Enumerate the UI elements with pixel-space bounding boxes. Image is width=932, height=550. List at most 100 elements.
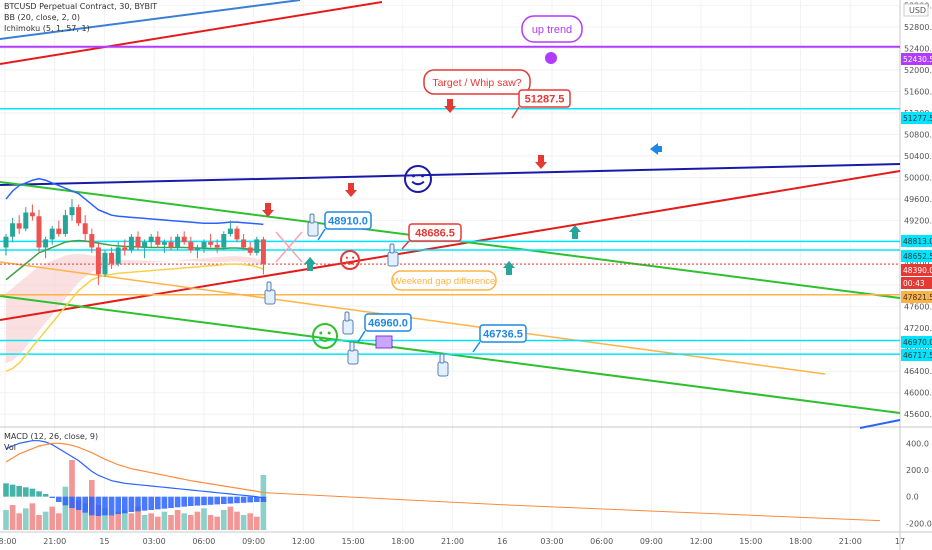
volume-bar <box>135 506 141 530</box>
macd-histogram-bar <box>161 496 168 509</box>
macd-histogram-bar <box>49 496 55 498</box>
bb-label: BB (20, close, 2, 0) <box>4 13 80 22</box>
candle-body <box>43 239 49 248</box>
callout-51287[interactable]: 51287.5 <box>511 89 571 119</box>
candle-body <box>29 212 35 217</box>
candle-body <box>135 236 141 248</box>
smiley-blue-icon-outline <box>404 165 432 193</box>
smiley-green-icon-outline <box>312 323 338 349</box>
ichimoku-legend[interactable]: Ichimoku (5, 1, 57, 1) <box>4 24 90 33</box>
callout-48910-tail <box>317 228 326 241</box>
smiley-red-icon-eye-right <box>352 256 355 259</box>
callout-48910[interactable]: 48910.0 <box>317 211 372 241</box>
price-badge <box>901 250 932 262</box>
x-tick-label: 18:00 <box>0 537 17 546</box>
x-tick-label: 16 <box>497 537 507 546</box>
callout-51287-box <box>518 89 571 108</box>
x-tick-label: 09:00 <box>640 537 663 546</box>
hand-pointer-icon <box>307 213 319 237</box>
callout-48686-box <box>408 223 462 242</box>
volume-bar <box>115 511 121 530</box>
candle-body <box>241 239 247 248</box>
trend-line-blue-top <box>0 0 301 40</box>
macd-histogram-bar <box>141 496 148 511</box>
volume-bar <box>102 508 108 530</box>
macd-histogram-bar <box>234 496 240 504</box>
x-tick-label: 06:00 <box>192 537 215 546</box>
callout-48686[interactable]: 48686.5 <box>401 223 462 250</box>
macd-histogram-bar <box>9 484 16 497</box>
hand-pointer-icon <box>437 353 449 377</box>
y-tick-label: 52800.0 <box>904 23 932 32</box>
y-tick-label: 46000.0 <box>904 389 932 398</box>
callout-48686-tail <box>401 240 410 250</box>
up-trend-label: up trend <box>532 24 572 36</box>
callout-46960[interactable]: 46960.0 <box>357 313 412 343</box>
y-tick-label: 46400.0 <box>904 367 932 376</box>
y-tick-label: 45600.0 <box>904 410 932 419</box>
callout-46736-label: 46736.5 <box>483 329 523 341</box>
macd-histogram-bar <box>168 496 174 508</box>
symbol-legend[interactable]: BTCUSD Perpetual Contract, 30, BYBIT <box>4 2 157 11</box>
candle-body <box>122 247 128 251</box>
candle-body <box>247 247 253 253</box>
price-badge-label: 47821.5 <box>903 293 932 302</box>
trend-line-navy <box>0 163 901 186</box>
callout-46736[interactable]: 46736.5 <box>472 324 527 353</box>
price-badge <box>901 112 932 124</box>
bb-legend[interactable]: BB (20, close, 2, 0) <box>4 13 80 22</box>
candle-body <box>214 244 220 248</box>
bb-upper-line <box>5 177 264 226</box>
macd-signal-line <box>5 442 264 494</box>
price-badge-label: 48652.5 <box>903 252 932 261</box>
macd-histogram-bar <box>221 496 227 504</box>
macd-tick-label: -200.0 <box>906 519 932 528</box>
callout-51287-label: 51287.5 <box>525 94 565 106</box>
volume-bar <box>221 510 227 530</box>
x-tick-label: 17 <box>895 537 905 546</box>
vol-legend[interactable]: Vol <box>4 443 16 452</box>
macd-histogram-bar <box>194 496 201 506</box>
weekend-gap-label: Weekend gap difference <box>393 276 496 287</box>
macd-tick-label: 200.0 <box>906 466 929 475</box>
callout-48910-label: 48910.0 <box>328 216 368 228</box>
currency-box <box>903 3 929 17</box>
candle-body <box>148 236 154 243</box>
macd-histogram-bar <box>16 486 22 497</box>
volume-bar <box>128 513 135 530</box>
macd-tick-label: 400.0 <box>906 439 929 448</box>
macd-legend[interactable]: MACD (12, 26, close, 9) <box>4 432 98 441</box>
macd-histogram-bar <box>247 496 253 503</box>
hand-pointer-icon-palm <box>264 289 276 305</box>
candle-body <box>188 242 194 251</box>
y-tick-label: 49200.0 <box>904 217 932 226</box>
candle-body <box>168 242 174 248</box>
macd-line <box>5 440 264 499</box>
volume-bar <box>161 511 168 530</box>
volume-bar <box>155 516 161 530</box>
y-tick-label: 47200.0 <box>904 324 932 333</box>
callout-46960-tail <box>357 330 366 343</box>
price-badge-label: 51277.5 <box>903 114 932 123</box>
candle-body <box>194 247 200 251</box>
candle-body <box>16 223 22 229</box>
volume-bar <box>49 506 55 530</box>
hand-pointer-icon-palm <box>347 349 359 365</box>
volume-bar <box>240 515 247 530</box>
callout-51287-tail <box>511 106 520 119</box>
candle-body <box>234 228 240 240</box>
x-tick-label: 15:00 <box>342 537 365 546</box>
hand-pointer-icon-finger <box>309 213 315 224</box>
ichimoku-cloud <box>6 253 264 364</box>
macd-histogram-bar <box>181 496 187 507</box>
hand-pointer-icon-palm <box>307 221 319 237</box>
hand-pointer-icon-palm <box>437 361 449 377</box>
volume-bar <box>201 508 207 530</box>
y-tick-label: 50400.0 <box>904 152 932 161</box>
candle-body <box>10 223 16 237</box>
x-tick-label: 12:00 <box>690 537 713 546</box>
candle-body <box>95 247 101 275</box>
x-tick-label: 21:00 <box>43 537 66 546</box>
volume-bar <box>260 475 267 530</box>
